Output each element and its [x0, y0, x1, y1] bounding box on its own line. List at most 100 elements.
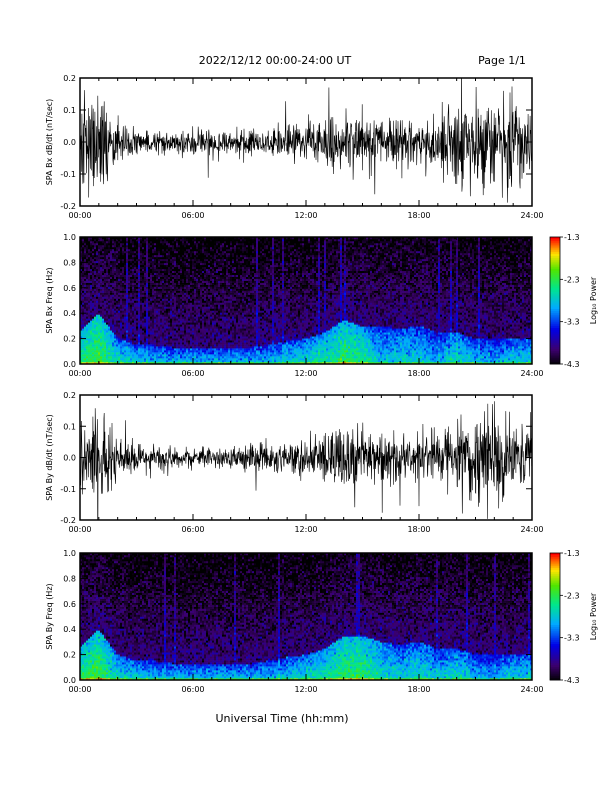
spectrogram-cell [124, 267, 126, 269]
spectrogram-cell [154, 257, 156, 259]
spectrogram-cell [124, 271, 126, 273]
spectrogram-cell [94, 239, 96, 241]
spectrogram-cell [116, 293, 118, 295]
spectrogram-cell [190, 285, 192, 287]
spectrogram-cell [154, 293, 156, 295]
spectrogram-cell [194, 295, 196, 297]
spectrogram-cell [146, 275, 148, 277]
spectrogram-cell [104, 291, 106, 293]
spectrogram-cell [200, 350, 202, 352]
spectrogram-cell [178, 340, 180, 342]
spectrogram-cell [204, 326, 206, 328]
spectrogram-cell [86, 251, 88, 253]
spectrogram-cell [162, 249, 164, 251]
spectrogram-cell [90, 261, 92, 263]
spectrogram-cell [114, 253, 116, 255]
spectrogram-cell [204, 314, 206, 316]
spectrogram-cell [166, 301, 168, 303]
spectrogram-cell [144, 350, 146, 352]
spectrogram-cell [196, 279, 198, 281]
spectrogram-cell [128, 338, 130, 340]
bx-spectrogram-panel: 00:00 06:00 12:00 18:00 24:000.00.20.40.60.8… [45, 233, 598, 378]
spectrogram-cell [204, 352, 206, 354]
spectrogram-cell [182, 243, 184, 245]
spectrogram-cell [114, 293, 116, 295]
spectrogram-cell [170, 299, 172, 301]
spectrogram-cell [188, 356, 190, 358]
spectrogram-cell [162, 318, 164, 320]
spectrogram-cell [204, 338, 206, 340]
spectrogram-cell [168, 348, 170, 350]
spectrogram-cell [172, 301, 174, 303]
spectrogram-cell [142, 243, 144, 245]
spectrogram-cell [136, 277, 138, 279]
spectrogram-cell [90, 320, 92, 322]
spectrogram-cell [146, 261, 148, 263]
spectrogram-cell [170, 239, 172, 241]
spectrogram-cell [188, 285, 190, 287]
spectrogram-cell [150, 247, 152, 249]
spectrogram-cell [144, 308, 146, 310]
spectrogram-cell [124, 314, 126, 316]
spectrogram-cell [88, 261, 90, 263]
spectrogram-cell [94, 281, 96, 283]
spectrogram-cell [126, 346, 128, 348]
spectrogram-cell [106, 332, 108, 334]
spectrogram-cell [122, 267, 124, 269]
spectrogram-cell [168, 297, 170, 299]
spectrogram-cell [134, 291, 136, 293]
spectrogram-cell [158, 318, 160, 320]
spectrogram-cell [180, 330, 182, 332]
spectrogram-cell [138, 314, 140, 316]
spectrogram-cell [192, 346, 194, 348]
spectrogram-cell [114, 257, 116, 259]
spectrogram-cell [132, 360, 134, 362]
spectrogram-cell [82, 314, 84, 316]
spectrogram-cell [188, 243, 190, 245]
spectrogram-cell [132, 340, 134, 342]
spectrogram-cell [106, 299, 108, 301]
spectrogram-cell [112, 332, 114, 334]
spectrogram-cell [170, 354, 172, 356]
spectrogram-cell [128, 328, 130, 330]
spectrogram-cell [142, 253, 144, 255]
spectrogram-cell [100, 354, 102, 356]
spectrogram-cell [190, 336, 192, 338]
spectrogram-cell [128, 302, 130, 304]
spectrogram-cell [186, 299, 188, 301]
spectrogram-cell [180, 312, 182, 314]
spectrogram-cell [184, 257, 186, 259]
spectrogram-cell [188, 336, 190, 338]
spectrogram-cell [200, 338, 202, 340]
spectrogram-cell [130, 287, 132, 289]
spectrogram-cell [86, 273, 88, 275]
spectrogram-cell [172, 265, 174, 267]
spectrogram-cell [174, 291, 176, 293]
spectrogram-cell [200, 340, 202, 342]
spectrogram-cell [186, 338, 188, 340]
bx-dbdt-panel: 00:00 06:00 12:00 18:00 24:00-0.2-0.10.00.10… [45, 48, 544, 220]
spectrogram-cell [106, 342, 108, 344]
spectrogram-cell [156, 243, 158, 245]
spectrogram-cell [184, 267, 186, 269]
spectrogram-cell [120, 249, 122, 251]
spectrogram-cell [178, 326, 180, 328]
spectrogram-cell [188, 312, 190, 314]
spectrogram-cell [118, 330, 120, 332]
spectrogram-cell [168, 320, 170, 322]
spectrogram-cell [188, 293, 190, 295]
spectrogram-cell [200, 255, 202, 257]
spectrogram-cell [134, 241, 136, 243]
spectrogram-cell [186, 326, 188, 328]
spectrogram-cell [198, 291, 200, 293]
spectrogram-cell [170, 285, 172, 287]
spectrogram-cell [100, 245, 102, 247]
spectrogram-cell [114, 334, 116, 336]
spectrogram-cell [136, 354, 138, 356]
spectrogram-cell [182, 253, 184, 255]
spectrogram-cell [160, 314, 162, 316]
spectrogram-cell [116, 243, 118, 245]
spectrogram-cell [106, 255, 108, 257]
spectrogram-cell [86, 310, 88, 312]
spectrogram-cell [174, 306, 176, 308]
